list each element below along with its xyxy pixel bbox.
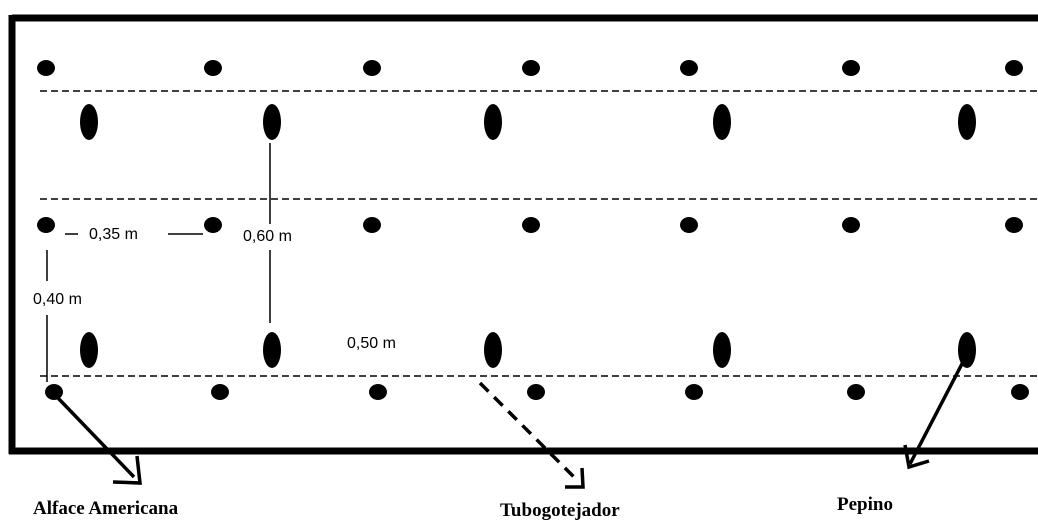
cucumber-plant: [958, 104, 976, 140]
lettuce-row-3: [45, 384, 1029, 400]
lettuce-plant: [527, 384, 545, 400]
cucumber-row-2: [80, 332, 976, 368]
bed-frame: [8, 14, 1038, 455]
arrow-shaft: [478, 381, 579, 482]
cucumber-label: Pepino: [837, 494, 893, 515]
arrow-head: [112, 455, 142, 485]
lettuce-pointer-arrow: [56, 396, 142, 485]
lettuce-plant: [842, 60, 860, 76]
lettuce-row-1: [37, 60, 1023, 76]
lettuce-plant: [363, 217, 381, 233]
lettuce-row-2: [37, 217, 1023, 233]
lettuce-plant: [842, 217, 860, 233]
lettuce-plant: [685, 384, 703, 400]
lettuce-spacing-label: 0,35 m: [89, 226, 138, 243]
dimension-cucumber-row-spacing: 0,60 m: [243, 143, 292, 323]
lettuce-plant: [45, 384, 63, 400]
arrow-shaft: [908, 359, 966, 465]
arrow-shaft: [56, 396, 136, 479]
lettuce-plant: [363, 60, 381, 76]
lettuce-plant: [680, 60, 698, 76]
arrow-head: [565, 467, 585, 489]
lettuce-plant: [847, 384, 865, 400]
cucumber-plant: [80, 104, 98, 140]
lettuce-row-spacing-label: 0,40 m: [33, 291, 82, 308]
dimension-lettuce-spacing: 0,35 m: [65, 226, 203, 243]
lettuce-plant: [522, 217, 540, 233]
cucumber-row-spacing-label: 0,60 m: [243, 228, 292, 245]
cucumber-row-1: [80, 104, 976, 140]
lettuce-plant: [37, 60, 55, 76]
lettuce-plant: [211, 384, 229, 400]
lettuce-plant: [37, 217, 55, 233]
cucumber-plant: [263, 332, 281, 368]
drip-tube-lines: [40, 90, 1038, 377]
cucumber-plant: [263, 104, 281, 140]
cucumber-plant: [713, 104, 731, 140]
dimension-lettuce-row-spacing: 0,40 m: [33, 250, 82, 382]
cucumber-plant: [958, 332, 976, 368]
cucumber-plant: [713, 332, 731, 368]
cucumber-spacing-label: 0,50 m: [347, 335, 396, 352]
cucumber-plant: [484, 332, 502, 368]
lettuce-plant: [1005, 217, 1023, 233]
cucumber-plant: [484, 104, 502, 140]
lettuce-plant: [204, 217, 222, 233]
lettuce-plant: [680, 217, 698, 233]
arrow-head: [903, 444, 930, 470]
drip-tube-pointer-arrow: [478, 381, 585, 489]
lettuce-plant: [204, 60, 222, 76]
lettuce-plant: [369, 384, 387, 400]
cucumber-plant: [80, 332, 98, 368]
lettuce-plant: [522, 60, 540, 76]
lettuce-plant: [1011, 384, 1029, 400]
cucumber-pointer-arrow: [903, 359, 966, 470]
lettuce-plant: [1005, 60, 1023, 76]
lettuce-label: Alface Americana: [33, 498, 179, 519]
drip-tube-label: Tubogotejador: [500, 500, 620, 520]
